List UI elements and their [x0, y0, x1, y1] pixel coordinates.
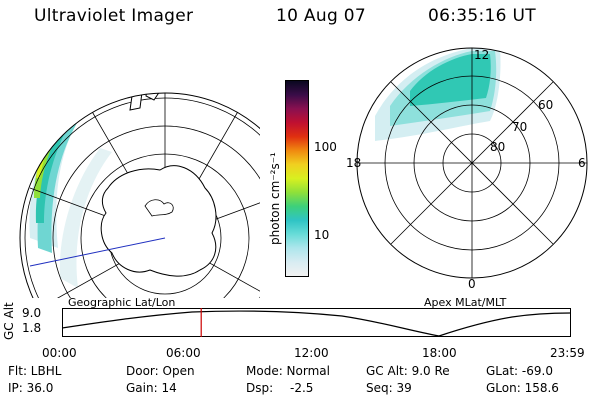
mlat-label-60: 60 — [538, 98, 554, 112]
timeline-xtick-1800: 18:00 — [422, 346, 457, 360]
timeline-xtick-2359: 23:59 — [550, 346, 585, 360]
mlt-label-18: 18 — [346, 156, 362, 170]
island-outline — [145, 93, 163, 101]
mlat-label-70: 70 — [512, 120, 528, 134]
date-label: 10 Aug 07 — [276, 6, 366, 26]
colorbar-tick-100: 100 — [314, 140, 337, 154]
seq-info: Seq: 39 — [366, 381, 412, 395]
colorbar-units: photon cm⁻²s⁻¹ — [268, 152, 282, 245]
aurora-band-bright — [34, 93, 101, 198]
mlt-label-6: 6 — [578, 156, 586, 170]
aurora-diffuse — [59, 148, 112, 288]
filter-info: Flt: LBHL — [8, 364, 62, 378]
colorbar — [285, 80, 309, 277]
map-horizon — [19, 92, 260, 298]
colorbar-gradient — [286, 81, 308, 276]
instrument-title: Ultraviolet Imager — [34, 6, 194, 26]
timeline-plot — [62, 308, 571, 337]
mode-info: Mode: Normal — [246, 364, 330, 378]
timeline-frame — [62, 308, 571, 337]
mlt-lines — [357, 48, 587, 278]
polar-map — [356, 47, 588, 279]
door-info: Door: Open — [126, 364, 195, 378]
geographic-map — [19, 92, 260, 298]
glon-info: GLon: 158.6 — [486, 381, 559, 395]
orbit-altitude-curve — [62, 310, 571, 337]
glat-info: GLat: -69.0 — [486, 364, 553, 378]
antarctica-coastline — [100, 165, 217, 277]
aurora-band-mid — [35, 93, 104, 223]
timeline-ytick-bottom: 1.8 — [22, 321, 42, 335]
mlat-label-80: 80 — [490, 140, 506, 154]
gain-info: Gain: 14 — [126, 381, 177, 395]
ip-info: IP: 36.0 — [8, 381, 54, 395]
polar-boundary — [356, 47, 588, 279]
timeline-ytick-top: 9.0 — [22, 306, 42, 320]
polar-caption: Apex MLat/MLT — [424, 296, 507, 309]
gc-alt-info: GC Alt: 9.0 Re — [366, 364, 450, 378]
time-label: 06:35:16 UT — [428, 6, 536, 26]
dsp-label: Dsp: — [246, 381, 274, 395]
dsp-value: -2.5 — [290, 381, 314, 395]
timeline-xtick-0000: 00:00 — [42, 346, 77, 360]
aurora-band-peak — [36, 93, 94, 178]
timeline-xtick-0600: 06:00 — [166, 346, 201, 360]
aurora-core — [410, 54, 491, 106]
timeline-ylabel: GC Alt — [2, 302, 16, 340]
meridian-line — [29, 237, 166, 267]
colorbar-tick-10: 10 — [314, 228, 330, 242]
mlt-label-12: 12 — [474, 48, 490, 62]
mlt-label-0: 0 — [468, 277, 476, 291]
ice-shelf-outline — [144, 199, 174, 217]
geo-caption: Geographic Lat/Lon — [68, 296, 176, 309]
timeline-xtick-1200: 12:00 — [294, 346, 329, 360]
